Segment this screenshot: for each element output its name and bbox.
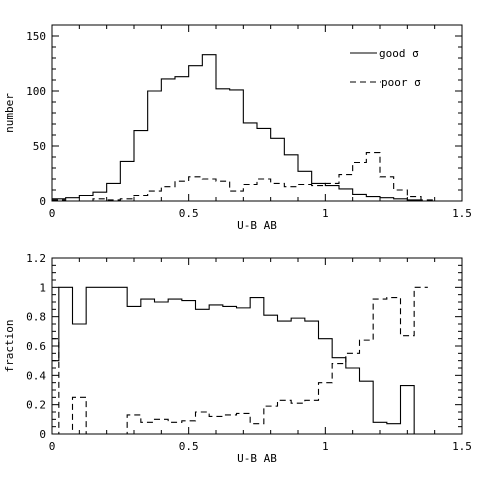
x-tick-label: 0 <box>49 440 56 453</box>
legend-label-good: good σ <box>379 47 419 60</box>
histogram-panel-counts: 0 0.5 1 1.5 0 50 100 150 U-B AB number good σ p… <box>3 24 472 232</box>
legend: good σ poor σ <box>350 47 421 89</box>
x-tick-label: 1 <box>322 207 329 220</box>
y-tick-label: 150 <box>26 30 46 43</box>
tick-labels-bottom: 0 0.5 1 1.5 0 0.2 0.4 0.6 0.8 1 1.2 <box>26 252 472 453</box>
y-tick-label: 50 <box>33 140 46 153</box>
y-tick-label: 100 <box>26 85 46 98</box>
x-axis-title-top: U-B AB <box>237 219 277 232</box>
series-poor-fraction <box>52 286 428 435</box>
y-tick-label: 0 <box>39 195 46 208</box>
x-tick-label: 0 <box>49 207 56 220</box>
x-tick-label: 0.5 <box>179 440 199 453</box>
y-tick-label: 1 <box>39 281 46 294</box>
y-axis-title-bottom: fraction <box>3 320 16 373</box>
y-tick-label: 0.4 <box>26 369 46 382</box>
legend-label-poor: poor σ <box>381 76 421 89</box>
x-tick-label: 0.5 <box>179 207 199 220</box>
x-axis-title-bottom: U-B AB <box>237 452 277 465</box>
y-tick-label: 0.8 <box>26 311 46 324</box>
y-tick-label: 0.6 <box>26 340 46 353</box>
histogram-panel-fraction: 0 0.5 1 1.5 0 0.2 0.4 0.6 0.8 1 1.2 U-B AB fractio… <box>3 252 472 465</box>
series-group-top <box>52 54 462 202</box>
y-axis-title-top: number <box>3 93 16 133</box>
series-poor-sigma <box>52 152 462 202</box>
y-tick-label: 0.2 <box>26 399 46 412</box>
series-group-bottom <box>52 286 428 435</box>
tick-marks-top <box>51 24 463 202</box>
y-tick-label: 1.2 <box>26 252 46 265</box>
series-good-fraction <box>52 286 428 435</box>
y-tick-label: 0 <box>39 428 46 441</box>
x-tick-label: 1 <box>322 440 329 453</box>
series-good-sigma <box>52 54 462 202</box>
x-tick-label: 1.5 <box>452 440 472 453</box>
tick-marks-bottom <box>51 257 463 435</box>
tick-labels-top: 0 0.5 1 1.5 0 50 100 150 <box>26 30 472 220</box>
x-tick-label: 1.5 <box>452 207 472 220</box>
